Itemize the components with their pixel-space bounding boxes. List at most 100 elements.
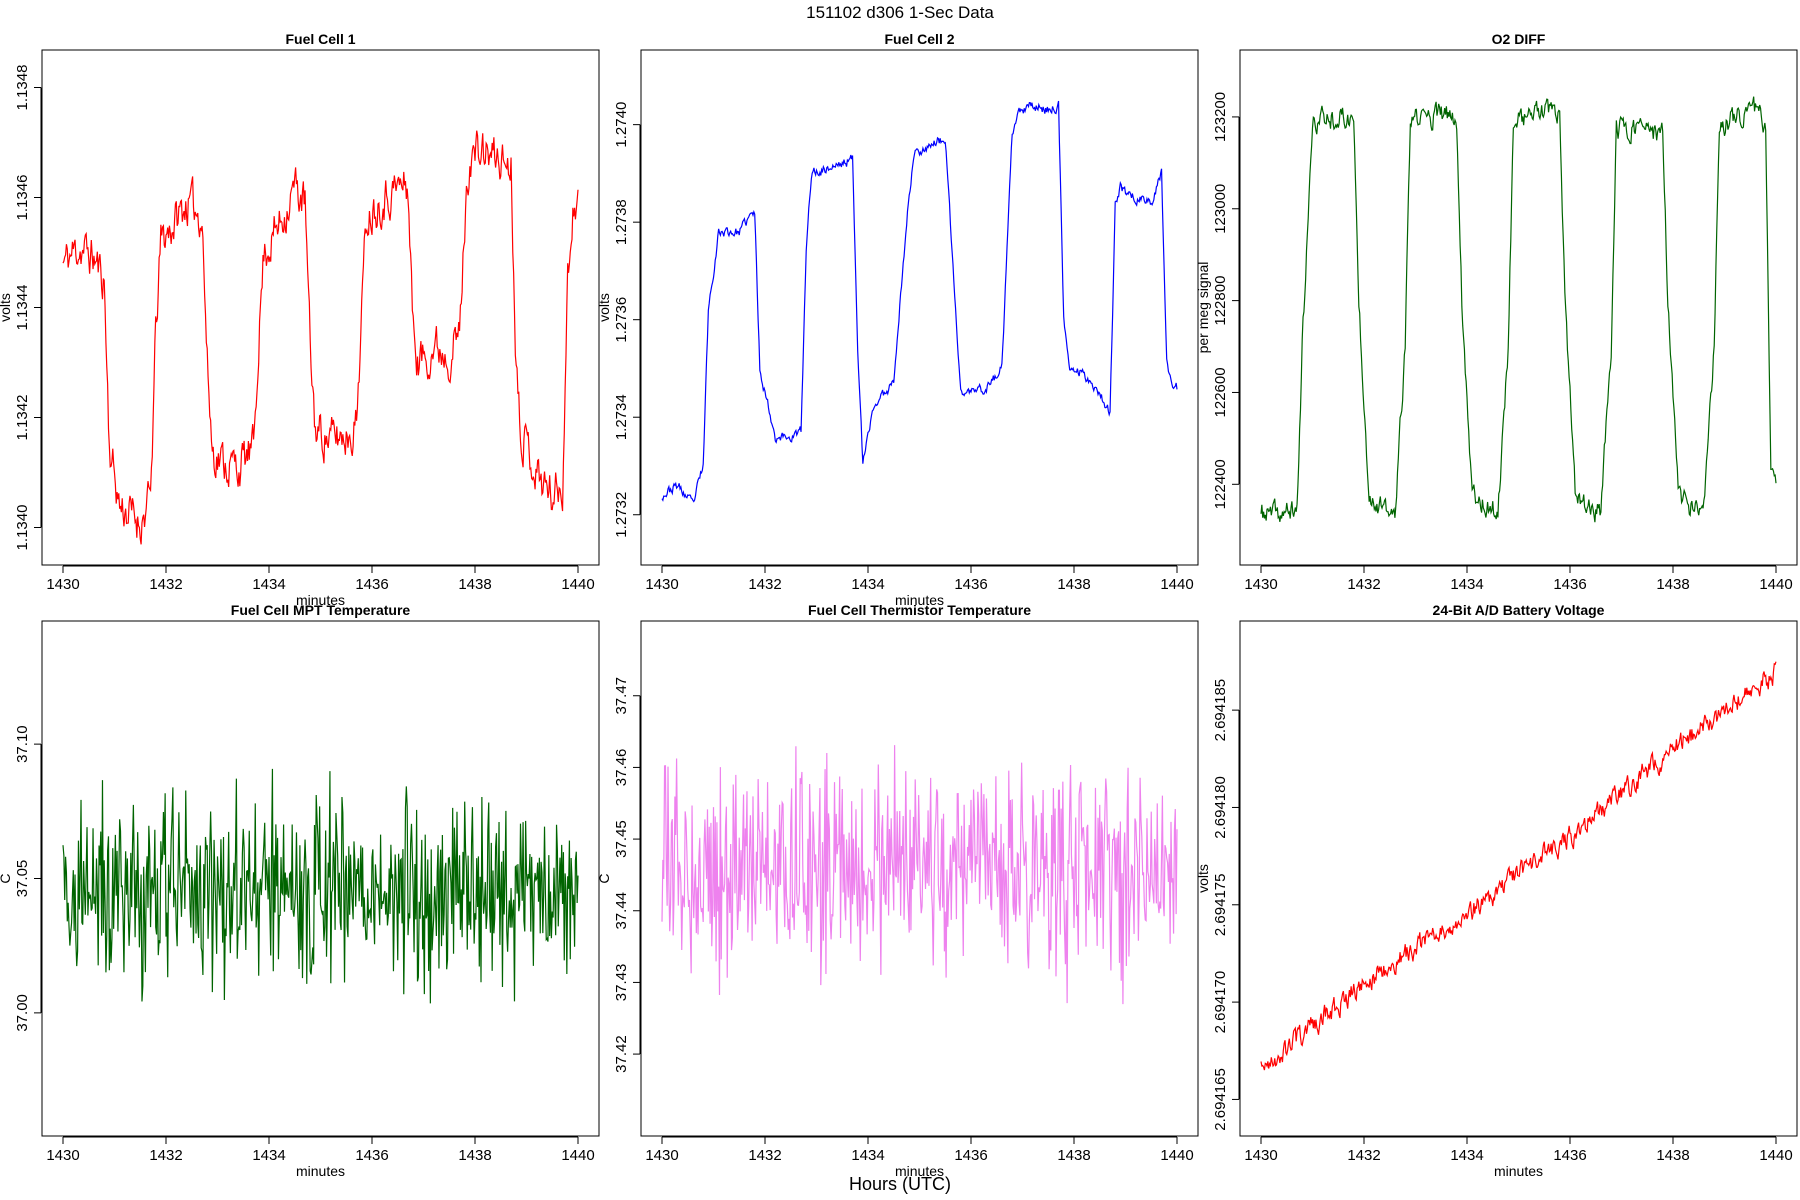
series-line — [1260, 661, 1777, 1071]
x-tick-label: 1434 — [851, 1147, 884, 1164]
x-axis-label: minutes — [296, 592, 345, 608]
x-tick-label: 1438 — [1656, 576, 1689, 593]
x-axis-label: minutes — [296, 1163, 345, 1179]
panel-title: Fuel Cell MPT Temperature — [231, 602, 411, 618]
chart-panel: Fuel Cell 2 1430 1432 1434 1436 1438 1440 minut… — [596, 31, 1199, 608]
x-tick-label: 1432 — [1347, 576, 1380, 593]
chart-panel: Fuel Cell MPT Temperature 1430 1432 1434 143… — [0, 602, 600, 1179]
y-tick-label: 1.2732 — [613, 492, 630, 538]
x-tick-label: 1440 — [1160, 1147, 1193, 1164]
y-tick-label: 1.1340 — [14, 505, 31, 551]
y-tick-label: 122400 — [1212, 459, 1229, 509]
panel-title: 24-Bit A/D Battery Voltage — [1433, 602, 1605, 618]
x-tick-label: 1438 — [458, 1147, 491, 1164]
x-tick-label: 1438 — [1057, 576, 1090, 593]
y-tick-label: 37.44 — [613, 892, 630, 930]
x-tick-label: 1434 — [1450, 1147, 1483, 1164]
y-axis-label: volts — [1195, 864, 1211, 893]
x-tick-label: 1432 — [748, 576, 781, 593]
y-axis-label: C — [0, 873, 13, 883]
y-tick-label: 122800 — [1212, 276, 1229, 326]
y-axis-label: volts — [596, 293, 612, 322]
x-tick-label: 1436 — [355, 1147, 388, 1164]
y-tick-label: 2.694185 — [1212, 679, 1229, 742]
y-tick-label: 2.694175 — [1212, 873, 1229, 936]
x-tick-label: 1440 — [1759, 576, 1792, 593]
y-tick-label: 1.2734 — [613, 394, 630, 440]
x-tick-label: 1432 — [149, 1147, 182, 1164]
x-tick-label: 1436 — [1553, 576, 1586, 593]
x-tick-label: 1436 — [355, 576, 388, 593]
y-tick-label: 1.1342 — [14, 395, 31, 441]
y-tick-label: 2.694180 — [1212, 776, 1229, 839]
y-tick-label: 1.2740 — [613, 102, 630, 148]
x-tick-label: 1430 — [645, 1147, 678, 1164]
plot-frame — [41, 620, 600, 1137]
chart-panel: Fuel Cell 1 1430 1432 1434 1436 1438 1440 minut… — [0, 31, 600, 608]
x-tick-label: 1434 — [1450, 576, 1483, 593]
y-tick-label: 1.1348 — [14, 65, 31, 111]
x-tick-label: 1440 — [561, 1147, 594, 1164]
plot-frame — [41, 49, 600, 566]
y-tick-label: 2.694170 — [1212, 971, 1229, 1034]
figure-title: 151102 d306 1-Sec Data — [806, 3, 994, 22]
plot-frame — [640, 49, 1199, 566]
panel-title: Fuel Cell 2 — [884, 31, 954, 47]
x-tick-label: 1440 — [561, 576, 594, 593]
x-axis-label: minutes — [895, 1163, 944, 1179]
global-x-axis-label: Hours (UTC) — [849, 1174, 951, 1194]
plot-frame — [1239, 620, 1798, 1137]
panel-title: Fuel Cell 1 — [285, 31, 355, 47]
x-axis-label: minutes — [1494, 1163, 1543, 1179]
y-tick-label: 1.1346 — [14, 175, 31, 221]
x-tick-label: 1432 — [748, 1147, 781, 1164]
panel-title: Fuel Cell Thermistor Temperature — [808, 602, 1031, 618]
series-line — [661, 100, 1178, 503]
x-tick-label: 1434 — [252, 576, 285, 593]
x-tick-label: 1436 — [954, 576, 987, 593]
x-tick-label: 1436 — [1553, 1147, 1586, 1164]
y-tick-label: 122600 — [1212, 367, 1229, 417]
y-tick-label: 37.47 — [613, 677, 630, 715]
y-tick-label: 37.45 — [613, 820, 630, 858]
series-line — [62, 768, 579, 1004]
y-tick-label: 2.694165 — [1212, 1068, 1229, 1131]
y-axis-label: per meg signal — [1195, 262, 1211, 354]
y-tick-label: 37.42 — [613, 1035, 630, 1073]
x-tick-label: 1430 — [46, 576, 79, 593]
x-tick-label: 1438 — [458, 576, 491, 593]
y-tick-label: 123000 — [1212, 184, 1229, 234]
y-tick-label: 37.00 — [14, 994, 31, 1032]
y-axis-label: C — [596, 873, 612, 883]
y-tick-label: 37.43 — [613, 964, 630, 1002]
y-tick-label: 1.2738 — [613, 199, 630, 245]
x-tick-label: 1436 — [954, 1147, 987, 1164]
y-tick-label: 37.05 — [14, 860, 31, 898]
y-tick-label: 1.1344 — [14, 285, 31, 331]
y-tick-label: 123200 — [1212, 92, 1229, 142]
x-tick-label: 1432 — [149, 576, 182, 593]
series-line — [1260, 96, 1777, 523]
x-axis-label: minutes — [895, 592, 944, 608]
x-tick-label: 1430 — [46, 1147, 79, 1164]
x-tick-label: 1440 — [1759, 1147, 1792, 1164]
series-line — [661, 745, 1178, 1005]
x-tick-label: 1440 — [1160, 576, 1193, 593]
series-line — [62, 130, 579, 545]
x-tick-label: 1434 — [252, 1147, 285, 1164]
y-tick-label: 37.46 — [613, 749, 630, 787]
plot-frame — [1239, 49, 1798, 566]
chart-panel: O2 DIFF 1430 1432 1434 1436 1438 1440 122400 122… — [1195, 31, 1798, 593]
chart-panel: 24-Bit A/D Battery Voltage 1430 1432 1434 14… — [1195, 602, 1798, 1179]
y-axis-label: volts — [0, 293, 13, 322]
x-tick-label: 1438 — [1656, 1147, 1689, 1164]
x-tick-label: 1430 — [645, 576, 678, 593]
plot-frame — [640, 620, 1199, 1137]
panel-title: O2 DIFF — [1492, 31, 1546, 47]
x-tick-label: 1432 — [1347, 1147, 1380, 1164]
chart-panels: Fuel Cell 1 1430 1432 1434 1436 1438 1440 minut… — [0, 31, 1798, 1179]
y-tick-label: 37.10 — [14, 725, 31, 763]
y-tick-label: 1.2736 — [613, 297, 630, 343]
x-tick-label: 1434 — [851, 576, 884, 593]
